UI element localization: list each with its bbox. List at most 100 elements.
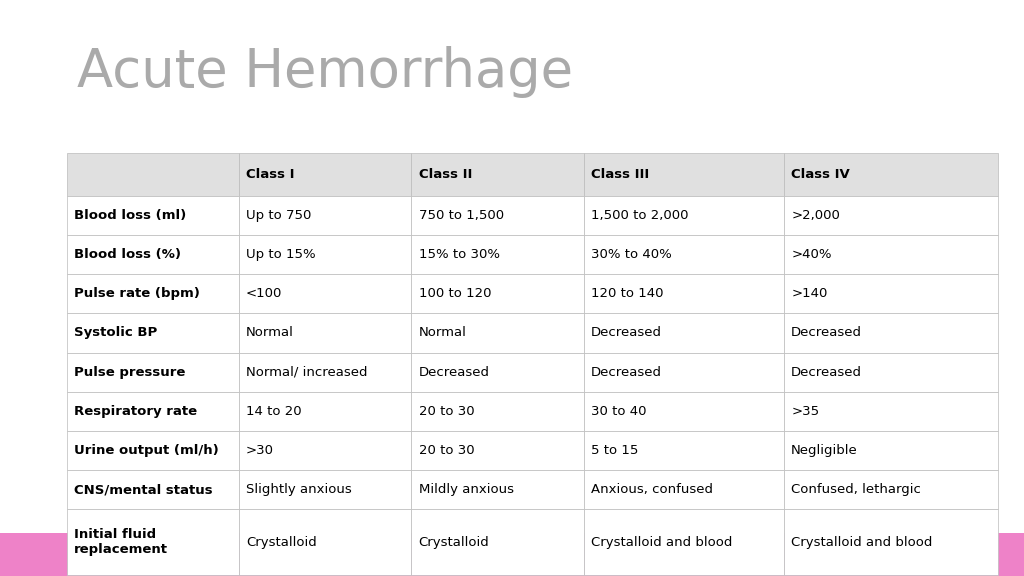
Bar (67, 431, 239, 470)
Bar (239, 353, 412, 392)
Text: Up to 750: Up to 750 (246, 209, 311, 222)
Text: Decreased: Decreased (792, 327, 862, 339)
Text: Normal: Normal (246, 327, 294, 339)
Text: 120 to 140: 120 to 140 (591, 287, 664, 300)
Text: >2,000: >2,000 (792, 209, 840, 222)
Text: Acute Hemorrhage: Acute Hemorrhage (77, 46, 572, 98)
Text: Anxious, confused: Anxious, confused (591, 483, 713, 496)
Bar (412, 153, 584, 196)
Text: 20 to 30: 20 to 30 (419, 444, 474, 457)
Bar (784, 313, 998, 353)
Bar (67, 313, 239, 353)
Bar (239, 470, 412, 509)
Bar (239, 196, 412, 235)
Text: 15% to 30%: 15% to 30% (419, 248, 500, 261)
Text: Decreased: Decreased (591, 366, 662, 378)
Text: Pulse rate (bpm): Pulse rate (bpm) (74, 287, 200, 300)
Text: Up to 15%: Up to 15% (246, 248, 315, 261)
Bar (67, 153, 239, 196)
Bar (784, 431, 998, 470)
Bar (67, 509, 239, 575)
Text: 5 to 15: 5 to 15 (591, 444, 638, 457)
Bar (239, 274, 412, 313)
Text: Decreased: Decreased (792, 366, 862, 378)
Bar (584, 431, 784, 470)
Bar (412, 509, 584, 575)
Text: Negligible: Negligible (792, 444, 858, 457)
Text: Decreased: Decreased (591, 327, 662, 339)
Text: Normal: Normal (419, 327, 466, 339)
Bar (584, 313, 784, 353)
Bar (584, 153, 784, 196)
Text: 750 to 1,500: 750 to 1,500 (419, 209, 504, 222)
Bar (239, 313, 412, 353)
Bar (412, 431, 584, 470)
Bar (584, 353, 784, 392)
Text: Crystalloid: Crystalloid (419, 536, 489, 549)
Bar (239, 509, 412, 575)
Text: Class III: Class III (591, 168, 649, 181)
Text: Crystalloid and blood: Crystalloid and blood (591, 536, 732, 549)
Bar (67, 235, 239, 274)
Bar (67, 274, 239, 313)
Bar (584, 235, 784, 274)
Text: Mildly anxious: Mildly anxious (419, 483, 513, 496)
Text: Pulse pressure: Pulse pressure (74, 366, 185, 378)
Text: Crystalloid: Crystalloid (246, 536, 316, 549)
Bar (584, 470, 784, 509)
Text: >30: >30 (246, 444, 274, 457)
Bar (239, 235, 412, 274)
Text: Blood loss (%): Blood loss (%) (74, 248, 180, 261)
Bar (784, 392, 998, 431)
Text: 14 to 20: 14 to 20 (246, 405, 302, 418)
Text: Class I: Class I (246, 168, 295, 181)
Bar (412, 313, 584, 353)
Bar (239, 153, 412, 196)
Text: Initial fluid
replacement: Initial fluid replacement (74, 528, 168, 556)
Text: >35: >35 (792, 405, 819, 418)
Text: <100: <100 (246, 287, 283, 300)
Bar (239, 392, 412, 431)
Bar (784, 353, 998, 392)
Text: CNS/mental status: CNS/mental status (74, 483, 212, 496)
Bar (412, 274, 584, 313)
Text: >140: >140 (792, 287, 827, 300)
Bar (67, 470, 239, 509)
Bar (584, 274, 784, 313)
Text: Decreased: Decreased (419, 366, 489, 378)
Text: Normal/ increased: Normal/ increased (246, 366, 368, 378)
Text: Slightly anxious: Slightly anxious (246, 483, 352, 496)
Bar (784, 509, 998, 575)
Bar (412, 235, 584, 274)
Bar (0, 533, 1024, 576)
Bar (412, 353, 584, 392)
Bar (584, 392, 784, 431)
Text: 30% to 40%: 30% to 40% (591, 248, 672, 261)
Text: Systolic BP: Systolic BP (74, 327, 157, 339)
Bar (584, 196, 784, 235)
Bar (67, 196, 239, 235)
Text: Class IV: Class IV (792, 168, 850, 181)
Bar (412, 392, 584, 431)
Text: Respiratory rate: Respiratory rate (74, 405, 197, 418)
Bar (784, 274, 998, 313)
Text: >40%: >40% (792, 248, 831, 261)
Text: Urine output (ml/h): Urine output (ml/h) (74, 444, 218, 457)
Text: 1,500 to 2,000: 1,500 to 2,000 (591, 209, 688, 222)
Bar (584, 509, 784, 575)
Text: Confused, lethargic: Confused, lethargic (792, 483, 922, 496)
Bar (412, 470, 584, 509)
Bar (239, 431, 412, 470)
Text: 20 to 30: 20 to 30 (419, 405, 474, 418)
Bar (67, 353, 239, 392)
Bar (784, 235, 998, 274)
Text: 30 to 40: 30 to 40 (591, 405, 646, 418)
Text: Blood loss (ml): Blood loss (ml) (74, 209, 186, 222)
Text: Crystalloid and blood: Crystalloid and blood (792, 536, 933, 549)
Bar (784, 470, 998, 509)
Bar (784, 196, 998, 235)
Bar (784, 153, 998, 196)
Text: 100 to 120: 100 to 120 (419, 287, 492, 300)
Text: Class II: Class II (419, 168, 472, 181)
Bar (67, 392, 239, 431)
